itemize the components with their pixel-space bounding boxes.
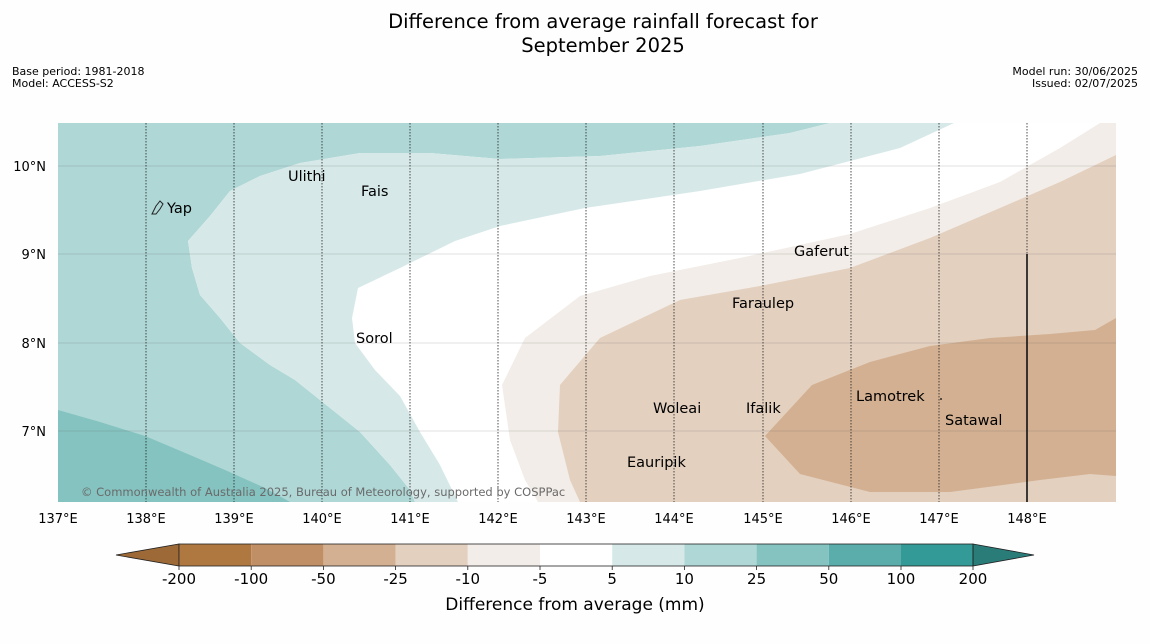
band-plus-5-10 bbox=[188, 123, 954, 502]
lon-label-137e: 137°E bbox=[38, 512, 78, 527]
cbar-tick-label: -100 bbox=[234, 570, 268, 588]
island-dot bbox=[940, 398, 942, 400]
place-yap: Yap bbox=[166, 201, 192, 217]
band-minus-25-50 bbox=[765, 318, 1116, 492]
lon-label-142e: 142°E bbox=[478, 512, 518, 527]
cbar-seg-11 bbox=[901, 544, 973, 566]
band-plus-10-25 bbox=[58, 123, 830, 502]
cbar-seg-1 bbox=[179, 544, 252, 566]
title-line-1: Difference from average rainfall forecas… bbox=[388, 10, 818, 33]
place-woleai: Woleai bbox=[653, 401, 701, 417]
place-gaferut: Gaferut bbox=[794, 244, 849, 260]
cbar-arrow-low bbox=[115, 543, 180, 567]
cbar-tick-label: -25 bbox=[383, 570, 408, 588]
issued-label: Issued: 02/07/2025 bbox=[1031, 77, 1138, 90]
yap-island-shape bbox=[151, 200, 164, 215]
place-ifalik: Ifalik bbox=[746, 401, 781, 417]
cbar-arrow-high bbox=[972, 543, 1035, 567]
place-lamotrek: Lamotrek bbox=[856, 389, 925, 405]
colorbar-label: Difference from average (mm) bbox=[445, 595, 704, 615]
cbar-tick-label: -50 bbox=[311, 570, 336, 588]
lat-label-9n: 9°N bbox=[22, 248, 47, 263]
lon-label-144e: 144°E bbox=[654, 512, 694, 527]
cbar-tick-label: 100 bbox=[887, 570, 916, 588]
cbar-seg-10 bbox=[828, 544, 901, 566]
lon-label-146e: 146°E bbox=[831, 512, 871, 527]
cbar-tick-label: 5 bbox=[607, 570, 617, 588]
model-run-label: Model run: 30/06/2025 bbox=[1012, 65, 1138, 78]
lon-label-143e: 143°E bbox=[566, 512, 606, 527]
longitude-axis-labels: 137°E 138°E 139°E 140°E 141°E 142°E 143°… bbox=[38, 512, 1047, 527]
base-info: Base period: 1981-2018 Model: ACCESS-S2 bbox=[12, 66, 144, 90]
lon-label-138e: 138°E bbox=[126, 512, 166, 527]
cbar-seg-7 bbox=[612, 544, 685, 566]
colorbar: -200 -100 -50 -25 -10 -5 5 10 25 50 100 … bbox=[115, 543, 1035, 615]
lat-label-7n: 7°N bbox=[22, 425, 47, 440]
place-sorol: Sorol bbox=[356, 331, 393, 347]
lat-label-8n: 8°N bbox=[22, 337, 47, 352]
lon-label-141e: 141°E bbox=[390, 512, 430, 527]
cbar-tick-label: 10 bbox=[675, 570, 694, 588]
lat-label-10n: 10°N bbox=[13, 160, 46, 175]
cbar-tick-label: -5 bbox=[533, 570, 548, 588]
lon-label-145e: 145°E bbox=[743, 512, 783, 527]
cbar-tick-label: 25 bbox=[747, 570, 766, 588]
lon-label-140e: 140°E bbox=[302, 512, 342, 527]
place-eauripik: Eauripik bbox=[627, 455, 686, 471]
cbar-tick-label: -10 bbox=[456, 570, 481, 588]
place-satawal: Satawal bbox=[945, 413, 1002, 429]
latitude-axis-labels: 10°N 9°N 8°N 7°N bbox=[13, 160, 46, 440]
band-plus-25-50 bbox=[58, 410, 290, 502]
cbar-seg-4 bbox=[395, 544, 468, 566]
place-fais: Fais bbox=[361, 184, 388, 200]
island-labels: Yap Ulithi Fais Sorol Gaferut Faraulep W… bbox=[166, 169, 1002, 471]
cbar-seg-9 bbox=[756, 544, 829, 566]
cbar-tick-label: -200 bbox=[162, 570, 196, 588]
lon-label-147e: 147°E bbox=[919, 512, 959, 527]
cbar-seg-5 bbox=[467, 544, 540, 566]
place-faraulep: Faraulep bbox=[732, 296, 794, 312]
run-info: Model run: 30/06/2025 Issued: 02/07/2025 bbox=[1012, 66, 1138, 90]
cbar-tick-label: 50 bbox=[819, 570, 838, 588]
map-title: Difference from average rainfall forecas… bbox=[0, 10, 1150, 58]
cbar-ticks bbox=[178, 566, 974, 570]
lon-label-139e: 139°E bbox=[214, 512, 254, 527]
title-line-2: September 2025 bbox=[521, 34, 685, 57]
base-period-label: Base period: 1981-2018 bbox=[12, 65, 145, 78]
copyright-notice: © Commonwealth of Australia 2025, Bureau… bbox=[81, 485, 565, 499]
cbar-frame bbox=[178, 543, 974, 567]
rainfall-anomaly-field bbox=[58, 123, 1116, 502]
cbar-tick-label: 200 bbox=[959, 570, 988, 588]
cbar-seg-8 bbox=[684, 544, 757, 566]
model-label: Model: ACCESS-S2 bbox=[12, 77, 114, 90]
longitude-gridlines bbox=[145, 123, 1028, 502]
cbar-seg-6 bbox=[540, 544, 613, 566]
cbar-seg-3 bbox=[323, 544, 396, 566]
lon-label-148e: 148°E bbox=[1007, 512, 1047, 527]
place-ulithi: Ulithi bbox=[288, 169, 326, 185]
cbar-seg-2 bbox=[251, 544, 324, 566]
